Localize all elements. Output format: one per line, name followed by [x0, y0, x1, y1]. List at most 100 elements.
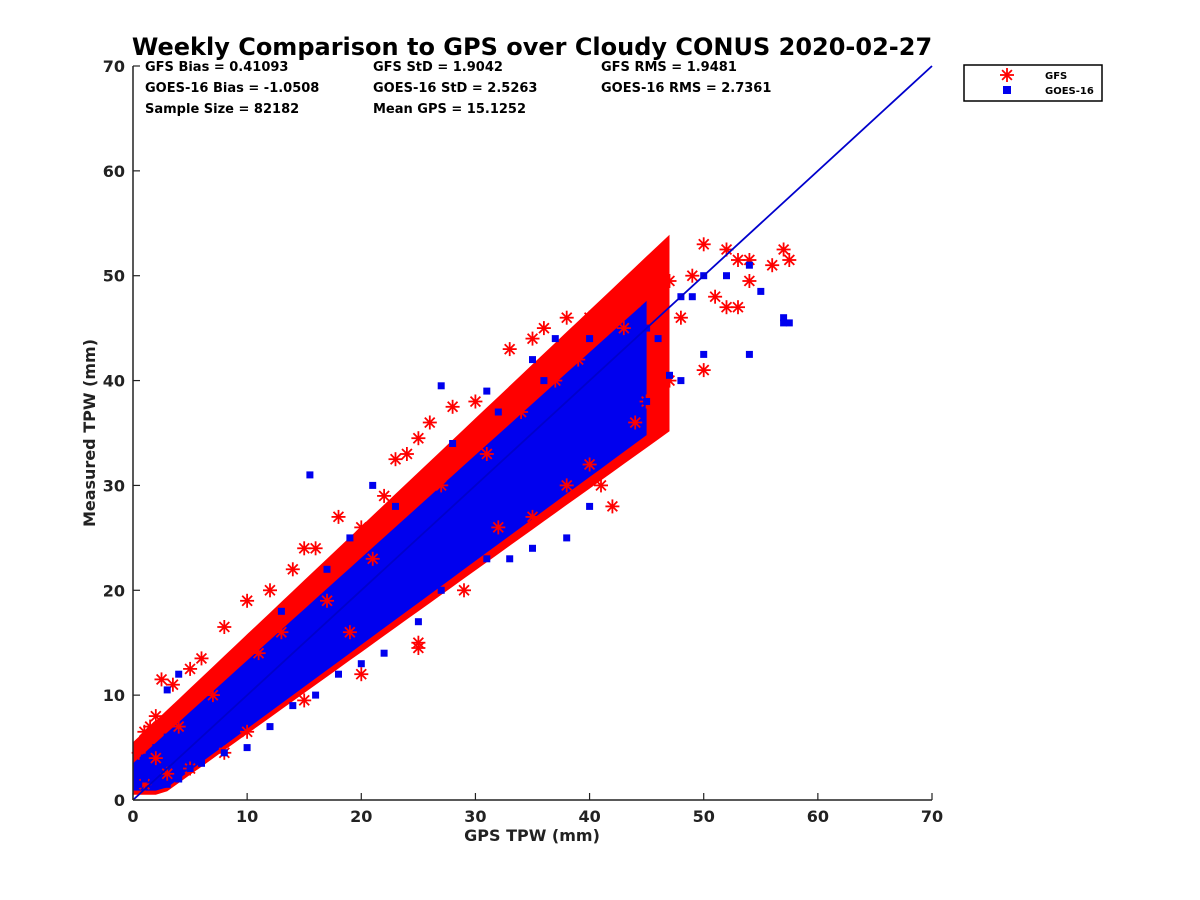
- gfs-point-42: [731, 300, 745, 315]
- goes16-point-6: [186, 765, 194, 772]
- goes16-point-8: [163, 686, 171, 694]
- gfs-point-2: [143, 719, 158, 734]
- gfs-point-5: [165, 677, 180, 692]
- gfs-point-74: [571, 352, 586, 367]
- y-tick-label-5: 50: [103, 267, 125, 286]
- goes16-point-1: [140, 775, 148, 783]
- goes16-point-13: [483, 387, 491, 395]
- stat-text-1: GFS StD = 1.9042: [373, 60, 503, 75]
- gfs-point-72: [514, 405, 529, 419]
- gfs-point-44: [696, 363, 711, 378]
- x-tick-label-5: 50: [693, 807, 715, 826]
- gfs-point-50: [582, 457, 597, 472]
- goes16-point-23: [780, 314, 788, 322]
- goes16-point-24: [785, 319, 793, 327]
- gfs-point-10: [263, 583, 277, 598]
- goes16-point-7: [198, 759, 205, 767]
- gfs-point-18: [399, 447, 414, 461]
- gfs-point-26: [559, 310, 574, 325]
- gfs-point-51: [559, 478, 574, 493]
- gfs-point-14: [331, 509, 346, 524]
- goes16-density-region: [133, 300, 647, 791]
- goes16-point-64: [232, 681, 240, 689]
- goes16-point-49: [323, 565, 331, 573]
- gfs-point-15: [354, 520, 369, 535]
- gfs-point-16: [377, 488, 392, 503]
- stat-text-4: GOES-16 StD = 2.5263: [373, 81, 537, 96]
- goes16-point-21: [745, 261, 753, 269]
- goes16-point-20: [723, 272, 730, 280]
- legend-goes16-label: GOES-16: [1045, 86, 1094, 97]
- gfs-point-47: [628, 415, 643, 430]
- goes16-point-52: [449, 440, 457, 447]
- chart-title: Weekly Comparison to GPS over Cloudy CON…: [132, 33, 932, 61]
- goes16-point-4: [163, 780, 171, 788]
- gfs-point-38: [782, 253, 797, 267]
- gfs-point-12: [297, 541, 312, 556]
- goes16-point-45: [266, 723, 274, 731]
- reference-line: [132, 65, 933, 801]
- gfs-point-69: [365, 551, 380, 566]
- goes16-point-5: [175, 775, 183, 783]
- x-tick-label-7: 70: [921, 807, 943, 826]
- gfs-point-29: [628, 294, 643, 309]
- x-tick-label-4: 40: [578, 807, 600, 826]
- legend-box: [963, 64, 1103, 102]
- goes16-point-44: [289, 702, 297, 710]
- gfs-point-24: [525, 331, 540, 346]
- goes16-point-56: [608, 366, 616, 374]
- goes16-point-36: [483, 555, 491, 563]
- legend-gfs-marker: [1000, 68, 1014, 82]
- legend: GFS GOES-16: [963, 64, 1103, 102]
- gfs-point-19: [411, 431, 426, 446]
- gfs-point-31: [662, 274, 677, 288]
- goes16-point-14: [529, 356, 536, 364]
- gfs-point-7: [194, 651, 209, 666]
- stat-text-6: Sample Size = 82182: [145, 102, 299, 117]
- goes16-point-38: [437, 586, 445, 594]
- gfs-point-65: [205, 688, 220, 703]
- y-tick-label-4: 40: [103, 372, 125, 391]
- goes16-point-53: [494, 408, 502, 416]
- goes16-point-69: [163, 733, 171, 741]
- goes16-point-33: [563, 534, 571, 542]
- gfs-point-64: [171, 719, 186, 734]
- goes16-point-25: [780, 319, 788, 327]
- goes16-point-62: [460, 471, 468, 479]
- goes16-point-34: [529, 544, 536, 552]
- goes16-point-29: [666, 371, 673, 379]
- goes16-point-3: [152, 770, 160, 778]
- stat-text-7: Mean GPS = 15.1252: [373, 102, 526, 117]
- axes: 0 10 20 30 40 50 60 70 0 10 20 30 40 50 60 70: [103, 57, 943, 826]
- goes16-point-28: [677, 377, 685, 385]
- gfs-point-43: [742, 274, 757, 288]
- goes16-point-30: [643, 398, 651, 405]
- gfs-point-17: [388, 452, 403, 467]
- goes16-point-26: [745, 350, 753, 358]
- gfs-point-6: [183, 661, 198, 676]
- gfs-point-79: [342, 625, 357, 640]
- goes16-point-39: [414, 618, 422, 626]
- y-tick-label-0: 0: [114, 791, 125, 810]
- gfs-point-11: [285, 562, 300, 577]
- gfs-point-66: [251, 646, 266, 661]
- gfs-point-58: [240, 724, 255, 739]
- gfs-point-8: [217, 620, 232, 634]
- gfs-point-52: [525, 509, 540, 524]
- y-tick-label-6: 60: [103, 162, 125, 181]
- x-tick-label-0: 0: [127, 807, 138, 826]
- gfs-point-37: [776, 242, 791, 257]
- goes16-point-58: [654, 335, 662, 343]
- stat-text-2: GFS RMS = 1.9481: [601, 60, 737, 75]
- gfs-point-13: [308, 541, 323, 556]
- x-axis-label: GPS TPW (mm): [464, 826, 600, 845]
- goes16-point-65: [209, 712, 217, 720]
- gfs-point-57: [297, 693, 312, 708]
- gfs-point-35: [731, 253, 745, 267]
- gfs-point-28: [605, 294, 620, 309]
- goes16-point-27: [700, 350, 708, 358]
- goes16-point-9: [175, 670, 183, 678]
- gfs-point-22: [468, 394, 483, 409]
- stats-block: GFS Bias = 0.41093 GFS StD = 1.9042 GFS RM…: [145, 60, 771, 117]
